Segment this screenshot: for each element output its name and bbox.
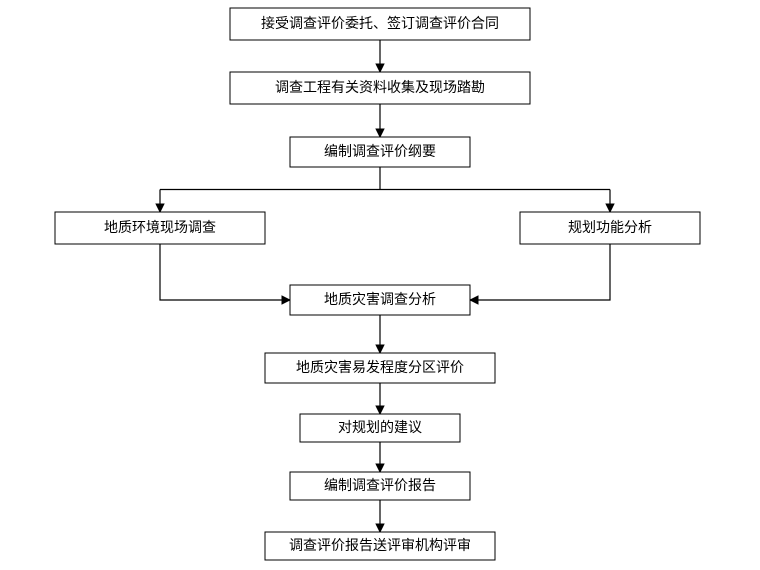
node-label: 地质灾害调查分析 <box>324 291 436 308</box>
flow-node-n6: 地质灾害调查分析 <box>290 285 470 315</box>
node-label: 地质灾害易发程度分区评价 <box>296 359 464 376</box>
flow-node-n7: 地质灾害易发程度分区评价 <box>265 353 495 383</box>
edge-segment <box>470 244 610 300</box>
node-label: 地质环境现场调查 <box>104 220 216 236</box>
flow-node-n9: 编制调查评价报告 <box>290 472 470 500</box>
edge-segment <box>160 244 290 300</box>
node-label: 调查工程有关资料收集及现场踏勘 <box>275 79 485 96</box>
node-label: 规划功能分析 <box>568 220 652 236</box>
flow-node-n5: 规划功能分析 <box>520 212 700 244</box>
node-label: 编制调查评价纲要 <box>324 144 436 160</box>
flow-node-n8: 对规划的建议 <box>300 414 460 442</box>
node-label: 调查评价报告送评审机构评审 <box>289 538 471 554</box>
flow-node-n10: 调查评价报告送评审机构评审 <box>265 532 495 560</box>
flow-node-n1: 接受调查评价委托、签订调查评价合同 <box>230 8 530 40</box>
node-label: 对规划的建议 <box>338 420 422 436</box>
node-label: 接受调查评价委托、签订调查评价合同 <box>261 15 499 32</box>
flow-node-n4: 地质环境现场调查 <box>55 212 265 244</box>
flowchart: 接受调查评价委托、签订调查评价合同调查工程有关资料收集及现场踏勘编制调查评价纲要… <box>0 0 760 570</box>
node-label: 编制调查评价报告 <box>324 478 436 494</box>
nodes: 接受调查评价委托、签订调查评价合同调查工程有关资料收集及现场踏勘编制调查评价纲要… <box>55 8 700 560</box>
flow-node-n2: 调查工程有关资料收集及现场踏勘 <box>230 72 530 104</box>
flow-node-n3: 编制调查评价纲要 <box>290 137 470 167</box>
